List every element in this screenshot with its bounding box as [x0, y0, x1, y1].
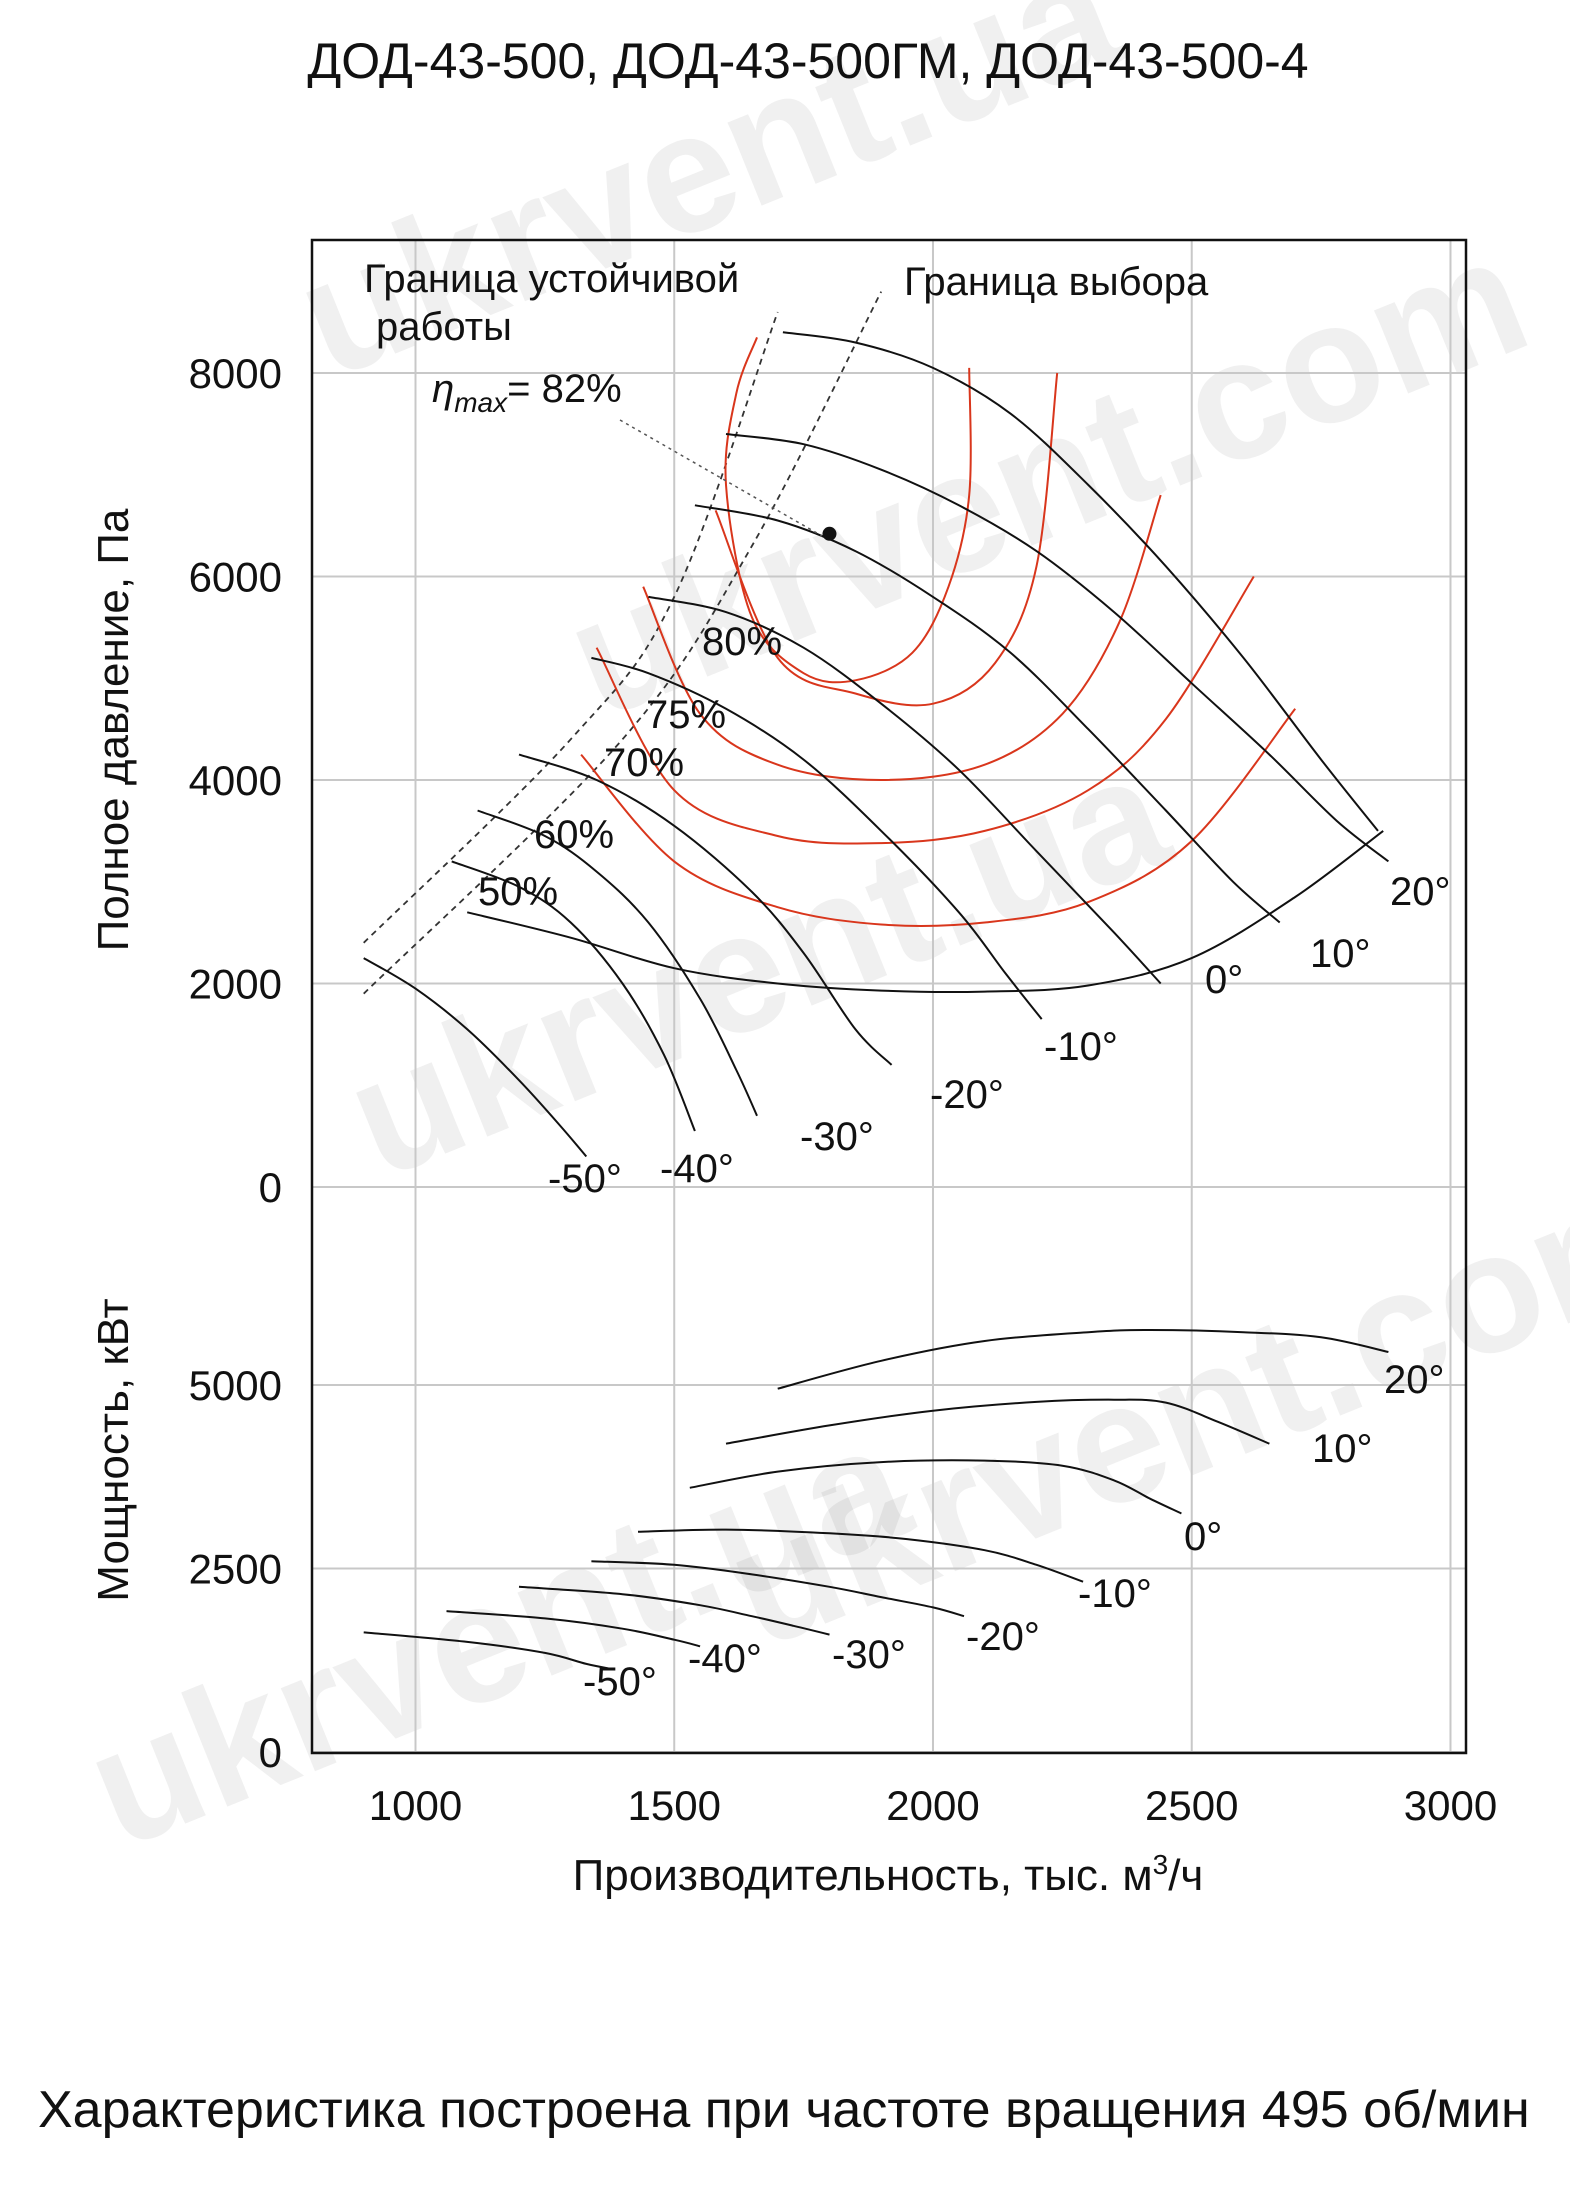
power-angle-labels: 20° 10° 0° -10° -20° -30° -40° -50°	[583, 1358, 1445, 1704]
p-label-20: 20°	[1390, 870, 1451, 914]
pressure-curve-m10	[591, 656, 1043, 1020]
w-label-m10: -10°	[1078, 1572, 1152, 1616]
pressure-curve-10	[694, 504, 1281, 924]
p-label-0: 0°	[1205, 958, 1243, 1002]
eff-contour-80	[724, 337, 972, 684]
eff-label-80: 80%	[702, 620, 782, 664]
plot-frame	[310, 238, 1468, 1755]
x-axis-title-sup: 3	[1153, 1849, 1169, 1880]
pressure-angle-labels: 20° 10° 0° -10° -20° -30° -40° -50°	[548, 870, 1451, 1201]
rotation-speed-note: Характеристика построена при частоте вра…	[38, 2081, 1530, 2139]
w-label-m40: -40°	[688, 1637, 762, 1681]
ytick-power-0: 0	[259, 1729, 282, 1776]
power-curve-m40	[446, 1610, 701, 1648]
boundary-line-0	[363, 311, 779, 944]
xtick-2000: 2000	[886, 1782, 979, 1829]
w-label-20: 20°	[1384, 1358, 1445, 1402]
p-label-m40: -40°	[660, 1147, 734, 1191]
pressure-curve-m50	[363, 957, 588, 1158]
y-axis-title-power: Мощность, кВт	[89, 1298, 138, 1601]
w-label-m30: -30°	[832, 1633, 906, 1677]
ytick-pressure-2000: 2000	[189, 961, 282, 1008]
ytick-pressure-6000: 6000	[189, 554, 282, 601]
power-curve-m30	[518, 1585, 830, 1636]
power-curve-m50	[363, 1631, 613, 1671]
w-label-m50: -50°	[583, 1660, 657, 1704]
p-label-m50: -50°	[548, 1157, 622, 1201]
power-curve-20	[777, 1328, 1389, 1390]
ytick-pressure-0: 0	[259, 1164, 282, 1211]
w-label-0: 0°	[1184, 1515, 1222, 1559]
eta-subscript: max	[454, 387, 508, 418]
power-curve-m10	[637, 1528, 1084, 1583]
w-label-10: 10°	[1312, 1427, 1373, 1471]
stable-boundary-label-2: работы	[376, 305, 512, 349]
xtick-1500: 1500	[628, 1782, 721, 1829]
power-curves	[363, 1328, 1389, 1671]
boundary-line-1	[363, 291, 883, 995]
pressure-curve-bottom	[466, 830, 1384, 994]
p-label-10: 10°	[1310, 932, 1371, 976]
stable-boundary-label-1: Граница устойчивой	[364, 257, 739, 301]
pressure-curve-m40	[451, 860, 696, 1132]
p-label-m10: -10°	[1044, 1025, 1118, 1069]
pressure-curve-20	[725, 433, 1390, 863]
eff-contour-70	[642, 494, 1162, 782]
eff-label-60: 60%	[534, 813, 614, 857]
xtick-3000: 3000	[1404, 1782, 1497, 1829]
efficiency-contours	[580, 337, 1296, 927]
svg-text:ukrvent.ua: ukrvent.ua	[323, 716, 1193, 1215]
ytick-power-5000: 5000	[189, 1362, 282, 1409]
x-axis-title-tail: /ч	[1168, 1851, 1203, 1900]
w-label-m20: -20°	[966, 1615, 1040, 1659]
eff-contour-50	[580, 708, 1296, 927]
pressure-curve-0	[648, 595, 1162, 985]
tick-labels: 0 2000 4000 6000 8000 0 2500 5000 1000 1500 2000 25…	[189, 350, 1498, 1829]
ytick-pressure-4000: 4000	[189, 757, 282, 804]
eff-label-75: 75%	[646, 693, 726, 737]
power-curve-m20	[591, 1560, 965, 1618]
grid	[312, 240, 1466, 1753]
y-axis-title-pressure: Полное давление, Па	[89, 508, 138, 951]
x-axis-title: Производительность, тыс. м3/ч	[573, 1849, 1204, 1900]
eff-label-70: 70%	[604, 741, 684, 785]
xtick-1000: 1000	[369, 1782, 462, 1829]
chart-title: ДОД-43-500, ДОД-43-500ГМ, ДОД-43-500-4	[307, 33, 1308, 89]
p-label-m30: -30°	[800, 1115, 874, 1159]
pressure-curves	[363, 331, 1390, 1158]
power-curve-0	[689, 1459, 1182, 1515]
x-axis-title-main: Производительность, тыс. м	[573, 1851, 1153, 1900]
ytick-pressure-8000: 8000	[189, 350, 282, 397]
eta-symbol: η	[432, 367, 454, 411]
power-curve-10	[725, 1398, 1270, 1445]
selection-boundary-label: Граница выбора	[904, 260, 1209, 304]
max-efficiency-point	[822, 526, 837, 541]
eff-label-50: 50%	[478, 870, 558, 914]
efficiency-labels: 80% 75% 70% 60% 50%	[478, 620, 782, 914]
xtick-2500: 2500	[1145, 1782, 1238, 1829]
pressure-curve-m20	[518, 753, 893, 1066]
eff-contour-60	[595, 575, 1255, 845]
eta-value: = 82%	[507, 367, 622, 411]
boundaries	[363, 291, 883, 995]
ytick-power-2500: 2500	[189, 1546, 282, 1593]
pressure-curve-m30	[477, 809, 758, 1117]
eta-max-label: ηmax= 82%	[432, 367, 622, 418]
pressure-curve-top	[782, 331, 1379, 832]
p-label-m20: -20°	[930, 1073, 1004, 1117]
